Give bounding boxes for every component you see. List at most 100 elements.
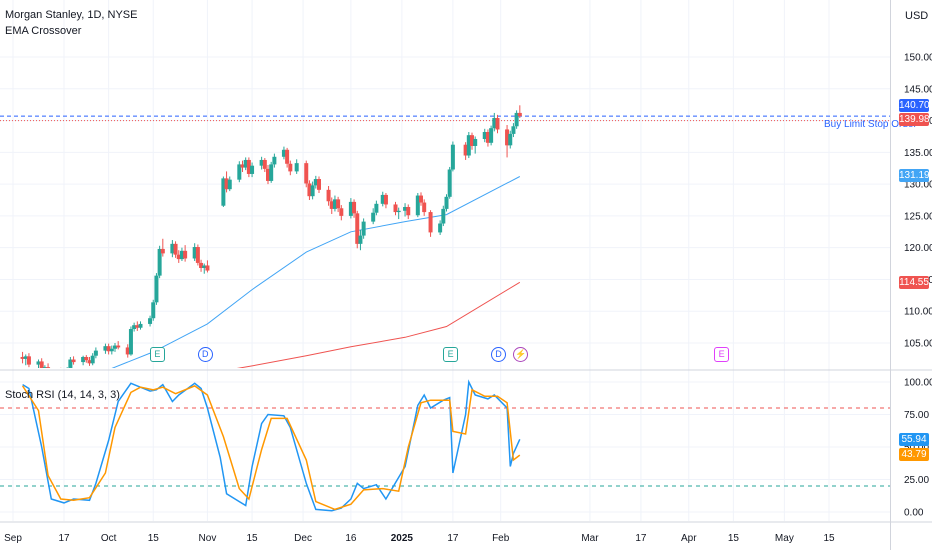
candle-body — [173, 243, 178, 255]
candle-body — [441, 208, 446, 224]
time-tick-label: Oct — [101, 533, 117, 544]
candle-body — [42, 367, 47, 368]
candle-body — [68, 359, 73, 368]
last-close-tag: 140.70 — [899, 99, 930, 112]
dividend-marker[interactable]: D — [491, 347, 506, 362]
candle-body — [396, 210, 401, 213]
candle-body — [269, 164, 274, 181]
candle-body — [517, 112, 522, 117]
time-tick-label: Feb — [492, 533, 510, 544]
oscillator-label[interactable]: Stoch RSI (14, 14, 3, 3) — [5, 389, 120, 401]
candle-body — [138, 323, 143, 328]
earnings-marker[interactable]: E — [714, 347, 730, 362]
currency-label[interactable]: USD — [905, 10, 929, 22]
candle-body — [148, 318, 153, 324]
earnings-marker[interactable]: E — [149, 347, 165, 362]
candle-body — [419, 195, 423, 203]
candle-body — [514, 112, 519, 127]
candle-body — [495, 118, 500, 130]
order-level-tag: 139.98 — [899, 113, 930, 126]
ema-slow-tag: 114.55 — [899, 276, 929, 289]
stoch-d-tag: 43.79 — [899, 448, 929, 461]
candle-body — [329, 201, 334, 209]
stoch-k-tag: 55.94 — [899, 433, 929, 446]
price-pane — [0, 105, 890, 374]
candle-body — [428, 212, 433, 233]
candle-body — [466, 135, 471, 156]
oscillator-pane — [0, 379, 890, 512]
candle-body — [59, 371, 63, 374]
time-tick-label: 15 — [823, 533, 835, 544]
candle-body — [447, 169, 452, 197]
candle-body — [160, 248, 165, 254]
candle-body — [36, 361, 41, 365]
candle-body — [202, 265, 207, 269]
candle-body — [259, 159, 264, 166]
candle-body — [157, 248, 162, 276]
osc-tick-label: 0.00 — [904, 508, 924, 519]
symbol-title[interactable]: Morgan Stanley, 1D, NYSE — [5, 9, 138, 21]
candle-body — [116, 345, 121, 348]
candle-body — [371, 212, 376, 222]
candle-body — [103, 346, 108, 351]
split-marker[interactable]: ⚡ — [513, 347, 529, 362]
candle-body — [135, 325, 140, 328]
price-tick-label: 150.00 — [904, 53, 932, 64]
candle-body — [176, 254, 181, 260]
dividend-marker[interactable]: D — [197, 347, 213, 362]
candle-body — [422, 202, 427, 213]
candle-body — [90, 355, 95, 364]
candle-body — [132, 325, 137, 330]
candle-body — [403, 206, 408, 211]
candle-body — [183, 250, 188, 259]
ema-slow-line — [236, 281, 521, 368]
candle-body — [227, 179, 232, 190]
candle-body — [170, 243, 175, 254]
candle-body — [221, 178, 226, 206]
candle-body — [482, 131, 487, 139]
candle-body — [243, 159, 248, 168]
time-tick-label: Nov — [199, 533, 217, 544]
time-tick-label: Mar — [581, 533, 599, 544]
candle-body — [49, 371, 53, 373]
candle-body — [84, 356, 89, 361]
order-label[interactable]: Buy Limit Stop Order — [824, 119, 917, 130]
candle-body — [125, 347, 130, 355]
candle-body — [109, 348, 114, 352]
candle-body — [266, 168, 270, 181]
candle-body — [304, 163, 309, 184]
time-tick-label: 15 — [247, 533, 259, 544]
candle-body — [20, 356, 25, 359]
candle-body — [332, 199, 337, 209]
candle-body — [511, 126, 516, 134]
price-tick-label: 135.00 — [904, 148, 932, 159]
candle-body — [352, 201, 357, 214]
candle-body — [113, 345, 117, 349]
time-tick-label: Apr — [681, 533, 697, 544]
candle-body — [383, 194, 388, 205]
candle-body — [151, 302, 156, 319]
earnings-marker[interactable]: E — [443, 347, 459, 362]
candle-body — [470, 135, 474, 146]
candle-body — [505, 129, 510, 146]
candle-body — [192, 247, 197, 259]
candle-body — [444, 196, 449, 209]
time-tick-label: May — [775, 533, 794, 544]
price-tick-label: 110.00 — [904, 307, 932, 318]
time-tick-label: Sep — [4, 533, 22, 544]
price-tick-label: 125.00 — [904, 211, 932, 222]
candle-body — [415, 195, 420, 216]
ema-fast-line — [111, 176, 521, 368]
osc-tick-label: 100.00 — [904, 378, 932, 389]
candle-body — [473, 138, 478, 146]
candle-body — [463, 144, 468, 156]
candle-body — [317, 179, 321, 190]
indicator-legend[interactable]: EMA Crossover — [5, 25, 82, 37]
candle-body — [195, 247, 200, 263]
time-tick-label: 17 — [58, 533, 70, 544]
stoch-k-line — [22, 379, 521, 512]
candle-body — [310, 185, 315, 197]
price-tick-label: 145.00 — [904, 84, 932, 95]
